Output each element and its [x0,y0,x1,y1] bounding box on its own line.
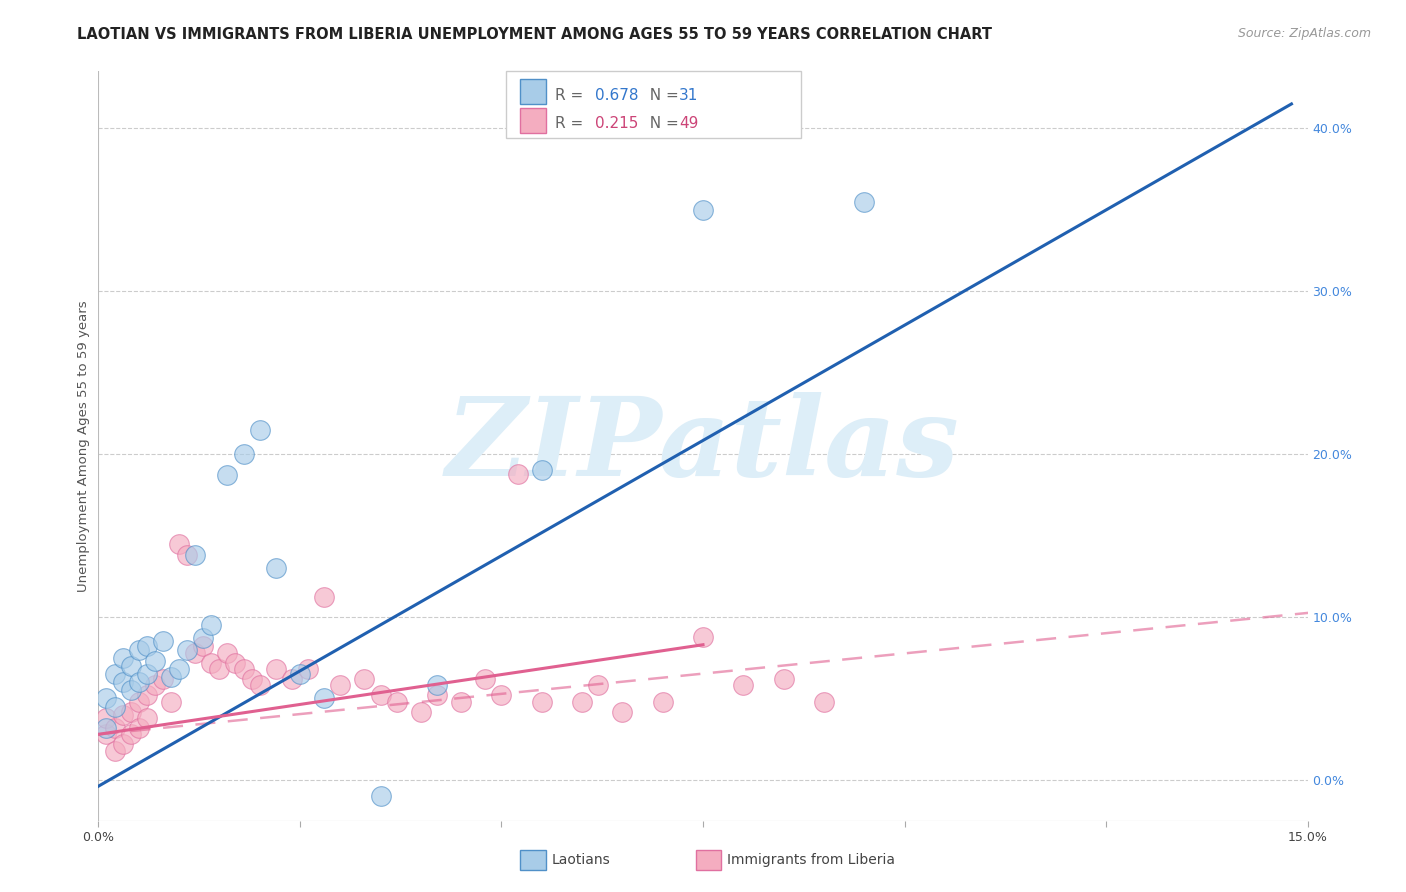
Point [264,561,287,575]
Point [474,672,496,686]
Point [152,634,174,648]
Point [96,721,118,735]
Point [450,695,472,709]
Point [281,672,304,686]
Point [240,672,263,686]
Point [143,654,166,668]
Point [128,675,150,690]
Point [111,707,134,722]
Point [128,695,150,709]
Point [264,662,287,676]
Point [135,667,157,681]
Point [128,642,150,657]
Text: Source: ZipAtlas.com: Source: ZipAtlas.com [1237,27,1371,40]
Point [314,591,336,605]
Point [353,672,375,686]
Text: N =: N = [640,88,683,103]
Point [135,688,157,702]
Text: 0.215: 0.215 [595,117,638,131]
Text: N =: N = [640,117,683,131]
Point [314,691,336,706]
Point [813,695,835,709]
Point [530,463,553,477]
Point [692,202,714,217]
Point [184,646,207,660]
Point [200,618,222,632]
Point [232,447,254,461]
Point [370,688,392,702]
Text: 31: 31 [679,88,699,103]
Point [249,423,271,437]
Point [370,789,392,804]
Point [120,705,142,719]
Point [217,468,239,483]
Point [409,705,432,719]
Point [96,691,118,706]
Point [426,678,449,692]
Text: R =: R = [555,117,589,131]
Text: 0.678: 0.678 [595,88,638,103]
Text: Laotians: Laotians [551,853,610,867]
Point [143,678,166,692]
Point [111,737,134,751]
Point [224,656,246,670]
Point [297,662,319,676]
Point [128,721,150,735]
Y-axis label: Unemployment Among Ages 55 to 59 years: Unemployment Among Ages 55 to 59 years [77,301,90,591]
Point [160,670,183,684]
Point [530,695,553,709]
Point [288,667,311,681]
Point [184,548,207,562]
Point [111,650,134,665]
Point [111,675,134,690]
Point [120,727,142,741]
Point [120,659,142,673]
Point [651,695,673,709]
Point [135,640,157,654]
Point [491,688,513,702]
Text: Immigrants from Liberia: Immigrants from Liberia [727,853,894,867]
Point [160,695,183,709]
Point [612,705,634,719]
Point [733,678,755,692]
Point [96,711,118,725]
Point [571,695,593,709]
Point [167,662,190,676]
Point [249,678,271,692]
Point [232,662,254,676]
Point [193,640,215,654]
Point [120,683,142,698]
Point [200,656,222,670]
Point [167,537,190,551]
Point [96,727,118,741]
Point [329,678,352,692]
Point [385,695,408,709]
Point [103,699,125,714]
Point [152,672,174,686]
Point [208,662,231,676]
Point [135,711,157,725]
Point [103,667,125,681]
Text: LAOTIAN VS IMMIGRANTS FROM LIBERIA UNEMPLOYMENT AMONG AGES 55 TO 59 YEARS CORREL: LAOTIAN VS IMMIGRANTS FROM LIBERIA UNEMP… [77,27,993,42]
Point [506,467,529,481]
Point [772,672,794,686]
Point [692,630,714,644]
Point [103,721,125,735]
Point [176,548,198,562]
Point [176,642,198,657]
Point [853,194,876,209]
Point [193,631,215,645]
Text: 49: 49 [679,117,699,131]
Point [217,646,239,660]
Point [586,678,609,692]
Point [103,743,125,757]
Text: R =: R = [555,88,589,103]
Text: ZIPatlas: ZIPatlas [446,392,960,500]
Point [426,688,449,702]
